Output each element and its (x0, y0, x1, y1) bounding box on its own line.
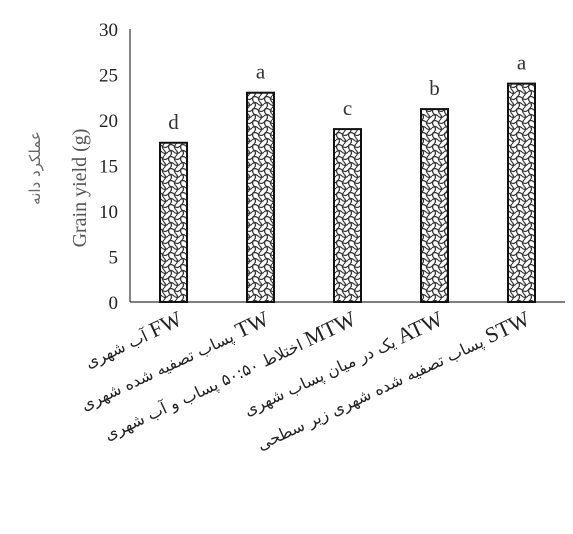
bar-tw (246, 91, 275, 303)
y-tick-label-5: 25 (99, 66, 118, 87)
significance-letter-2: c (343, 96, 352, 120)
y-tick-label-0: 0 (109, 293, 119, 314)
bar-stw (507, 82, 536, 303)
y-tick-label-4: 20 (99, 111, 118, 132)
bar-mtw (333, 128, 362, 303)
bar-fw (159, 141, 188, 303)
y-axis-title: Grain yield (g) (69, 129, 91, 248)
bar-atw (420, 108, 449, 303)
y-axis-title-persian: عملکرد دانه (26, 131, 44, 205)
significance-letters: d a c b a (168, 51, 527, 134)
significance-letter-4: a (517, 51, 527, 75)
y-tick-labels: 0 5 10 15 20 25 30 (99, 20, 118, 314)
category-code: MTW (300, 306, 360, 351)
y-tick-label-2: 10 (99, 202, 118, 223)
y-tick-label-1: 5 (109, 248, 119, 269)
category-code: STW (481, 306, 534, 348)
significance-letter-0: d (168, 110, 179, 134)
y-tick-label-3: 15 (99, 157, 118, 178)
significance-letter-1: a (256, 60, 266, 84)
significance-letter-3: b (429, 76, 440, 100)
y-tick-label-6: 30 (99, 20, 118, 41)
bars (159, 82, 536, 303)
category-code: ATW (393, 306, 447, 349)
